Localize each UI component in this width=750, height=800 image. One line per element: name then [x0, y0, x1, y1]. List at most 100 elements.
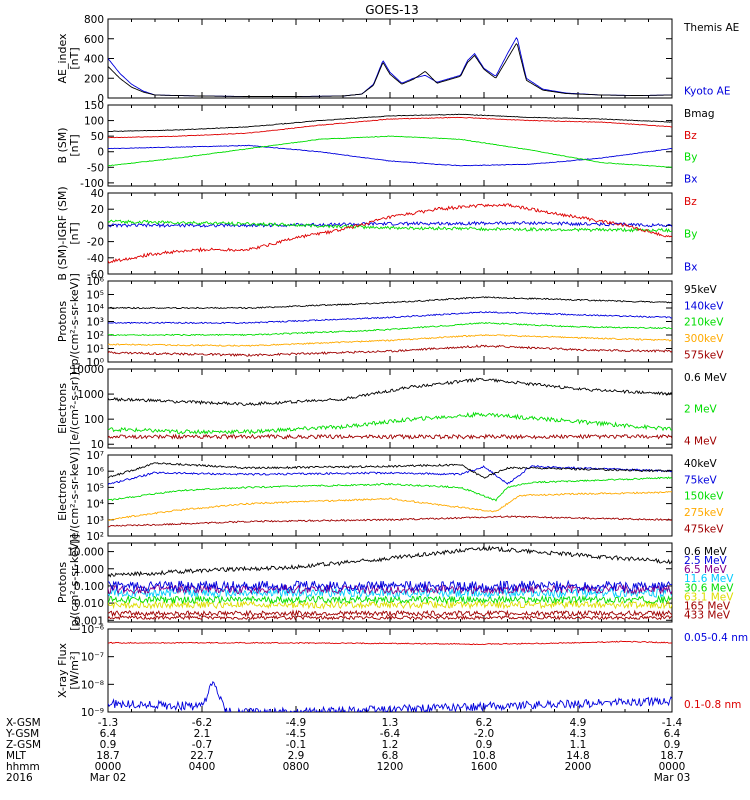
y-axis-label: Electrons: [56, 383, 69, 434]
series-line-0-1-0-8-nm: [108, 640, 672, 646]
y-axis-label: Protons: [56, 562, 69, 603]
x-row-value: -1.4: [662, 717, 683, 729]
series-group: [108, 545, 672, 621]
series-line-275kev: [108, 491, 672, 521]
legend-entry: 11.6 MeV: [684, 573, 734, 585]
legend-entry: 75keV: [684, 474, 718, 486]
legend-entry: 210keV: [684, 317, 724, 329]
series-line-bz: [108, 116, 672, 139]
y-tick-label: 10⁵: [86, 290, 104, 302]
legend-entry: 95keV: [684, 284, 718, 296]
x-row-value: 14.8: [566, 750, 589, 762]
x-row-value: 1600: [471, 761, 498, 773]
series-group: [108, 640, 672, 712]
y-axis-units: [e/(cm²-s-sr-keV)]: [68, 447, 81, 543]
y-axis-units: [W/m²]: [68, 651, 81, 689]
x-row-value: -2.0: [474, 728, 495, 740]
legend-entry: 140keV: [684, 300, 724, 312]
x-row-value: 2000: [565, 761, 592, 773]
legend-entry: By: [684, 152, 697, 164]
y-axis-label: AE_index: [56, 33, 69, 84]
series-line-6-5-mev: [108, 583, 672, 596]
series-line-0-05-0-4-nm: [108, 681, 672, 712]
y-tick-label: 10⁻⁹: [81, 707, 104, 719]
y-tick-label: 10⁶: [86, 276, 104, 288]
legend-entry: 2 MeV: [684, 404, 718, 416]
x-row-value: 2.9: [288, 750, 305, 762]
x-row-value: -1.3: [98, 717, 119, 729]
y-axis-units: [nT]: [68, 222, 81, 244]
x-row-label: MLT: [6, 750, 26, 762]
y-tick-label: 10⁻⁶: [81, 624, 104, 636]
legend-entry: 165 MeV: [684, 600, 731, 612]
series-line-bx: [108, 144, 672, 167]
panel-frame: [107, 542, 673, 623]
x-row-value: -6.4: [380, 728, 401, 740]
series-group: [108, 36, 672, 97]
x-row-label: 2016: [6, 772, 33, 784]
x-row-value: 6.4: [100, 728, 117, 740]
legend-entry: 6.5 MeV: [684, 564, 728, 576]
x-row-label: Y-GSM: [5, 728, 39, 740]
y-tick-label: 100: [84, 414, 104, 426]
x-row-value: 0.9: [476, 739, 493, 751]
y-axis-units: [nT]: [68, 134, 81, 156]
legend-entry: 0.6 MeV: [684, 546, 728, 558]
panel-frame: [107, 104, 673, 187]
y-axis-label: Electrons: [56, 470, 69, 521]
panel-frame: [107, 18, 673, 99]
x-row-value: 0.9: [664, 739, 681, 751]
legend-entry: 150keV: [684, 491, 724, 503]
y-tick-label: -40: [87, 253, 104, 265]
y-tick-label: 0.100: [74, 581, 104, 593]
legend-entry: 0.05-0.4 nm: [684, 632, 748, 644]
series-line-kyoto-ae: [108, 36, 672, 97]
y-tick-label: 1000: [77, 389, 104, 401]
series-line-63-1-mev: [108, 599, 672, 610]
series-line-210kev: [108, 321, 672, 337]
x-row-value: 0000: [659, 761, 686, 773]
y-tick-label: 10.000: [67, 547, 104, 559]
y-tick-label: 10⁶: [86, 466, 104, 478]
legend-entry: 4 MeV: [684, 436, 718, 448]
y-tick-label: 10²: [86, 330, 104, 342]
panel-electrons_kev: 10² 10³ 10⁴ 10⁵ 10⁶ 10⁷ Electrons [e/(cm²-s-sr-…: [56, 447, 724, 543]
legend-entry: 30.6 MeV: [684, 582, 734, 594]
series-line-by: [108, 219, 672, 233]
series-line-bz: [108, 203, 672, 264]
series-line-75kev: [108, 465, 672, 486]
x-row-value: 6.8: [382, 750, 399, 762]
y-tick-label: 800: [84, 14, 104, 26]
legend-entry: 40keV: [684, 458, 718, 470]
series-line-475kev: [108, 515, 672, 528]
plot-title: GOES-13: [365, 3, 419, 17]
y-axis-label: Protons: [56, 301, 69, 342]
x-row-value: 4.9: [570, 717, 587, 729]
y-tick-label: 600: [84, 34, 104, 46]
x-row-value: 0800: [283, 761, 310, 773]
y-tick-label: 400: [84, 54, 104, 66]
y-tick-label: 150: [84, 100, 104, 112]
series-group: [108, 462, 672, 528]
series-group: [108, 296, 672, 357]
x-row-value: 0000: [95, 761, 122, 773]
y-tick-label: 1.000: [74, 564, 104, 576]
x-row-value: -4.5: [286, 728, 307, 740]
y-tick-label: 10³: [86, 515, 104, 527]
x-row-value: 18.7: [660, 750, 683, 762]
series-line-4-mev: [108, 433, 672, 440]
x-row-value: 1200: [377, 761, 404, 773]
y-tick-label: 10⁻⁸: [81, 679, 104, 691]
legend-entry: By: [684, 229, 697, 241]
y-tick-label: -100: [80, 178, 104, 190]
y-tick-label: 0: [97, 220, 104, 232]
x-row-value: 1.2: [382, 739, 399, 751]
legend-entry: 275keV: [684, 507, 724, 519]
y-tick-label: 10⁻⁷: [81, 652, 104, 664]
y-tick-label: 10⁷: [86, 450, 104, 462]
y-tick-label: 10⁵: [86, 482, 104, 494]
y-axis-units: [nT]: [68, 47, 81, 69]
y-tick-label: -50: [87, 162, 104, 174]
